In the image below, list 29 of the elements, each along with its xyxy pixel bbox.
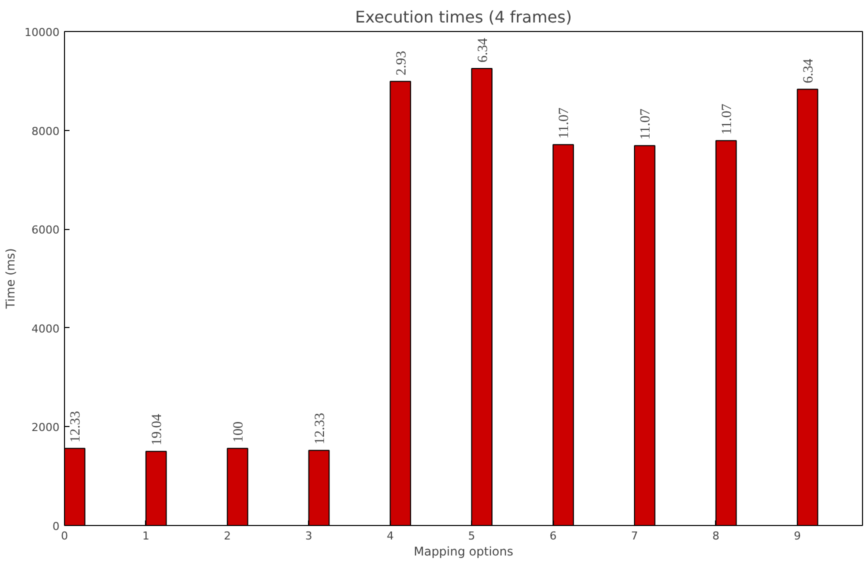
annotation: 12.33	[312, 412, 328, 444]
annotation: 6.34	[476, 38, 491, 63]
x-tick-label: 1	[142, 530, 150, 542]
x-tick-label: 3	[305, 530, 312, 542]
annotation: 11.07	[638, 108, 654, 140]
annotation: 6.34	[802, 58, 817, 84]
chart-title: Execution times (4 frames)	[355, 8, 572, 26]
x-tick-label: 5	[468, 530, 476, 542]
x-tick-label: 8	[712, 530, 720, 542]
x-axis-title: Mapping options	[414, 544, 514, 558]
x-tick-label: 7	[631, 530, 638, 542]
y-tick-label: 10000	[24, 26, 60, 39]
x-tick-label: 0	[61, 530, 68, 542]
x-tick-label: 6	[550, 530, 557, 542]
annotation: 11.07	[557, 108, 572, 139]
annotation: 12.33	[68, 410, 84, 442]
y-tick-label: 6000	[32, 224, 60, 237]
x-tick-label: 4	[386, 530, 394, 542]
x-tick-label: 9	[794, 530, 801, 542]
annotation: 100	[232, 421, 247, 442]
y-tick-label: 0	[52, 520, 60, 533]
annotation: 2.93	[394, 50, 410, 76]
annotation: 11.07	[720, 104, 736, 135]
y-axis-title: Time (ms)	[4, 248, 18, 310]
y-tick-label: 4000	[32, 322, 60, 336]
y-tick-label: 8000	[32, 124, 60, 138]
x-tick-label: 2	[224, 530, 231, 542]
y-tick-label: 2000	[32, 421, 60, 434]
annotation: 19.04	[150, 414, 166, 446]
